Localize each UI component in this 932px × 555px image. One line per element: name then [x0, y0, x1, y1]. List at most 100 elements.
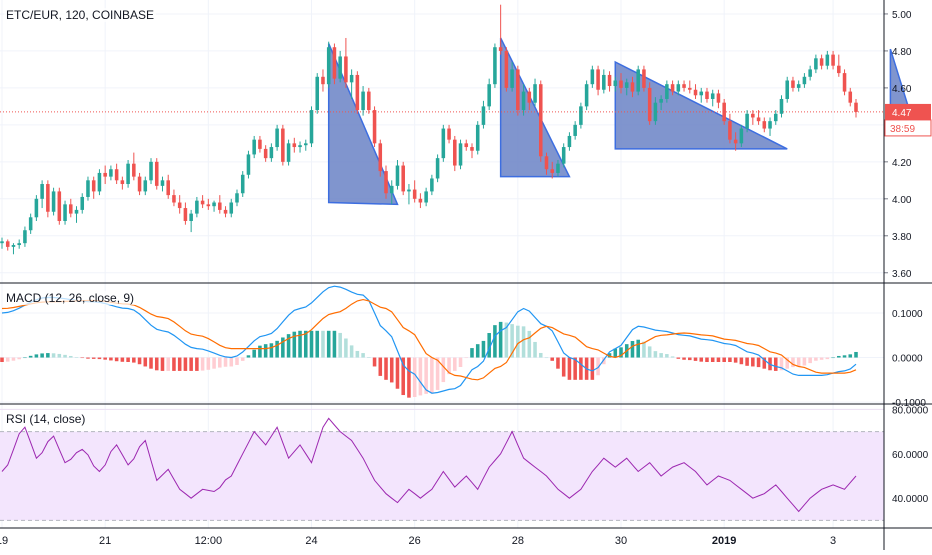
- candle-body: [418, 198, 423, 203]
- macd-histogram-bar: [309, 330, 314, 358]
- macd-histogram-bar: [854, 351, 858, 358]
- candle: [825, 50, 830, 70]
- rsi-band-layer: [0, 431, 884, 521]
- candle: [705, 87, 709, 103]
- candle: [516, 65, 520, 116]
- candle-body: [361, 91, 365, 111]
- candle: [349, 69, 354, 99]
- candle-body: [773, 113, 778, 122]
- macd-histogram-bar: [11, 357, 16, 361]
- macd-histogram-bar: [86, 357, 90, 359]
- macd-histogram-bar: [281, 337, 285, 358]
- candle: [120, 176, 125, 190]
- candle-body: [286, 143, 291, 162]
- candle: [132, 152, 136, 181]
- candle: [103, 165, 107, 185]
- macd-histogram-bar: [46, 353, 50, 358]
- candle: [34, 195, 39, 221]
- candle: [659, 95, 663, 111]
- candle: [739, 124, 744, 148]
- candle: [728, 113, 732, 144]
- candle: [716, 89, 721, 109]
- macd-histogram-bar: [412, 357, 417, 397]
- candle: [326, 41, 331, 88]
- candle: [309, 106, 314, 148]
- candle-body: [63, 204, 67, 221]
- macd-histogram-bar: [825, 357, 830, 360]
- macd-histogram-bar: [120, 357, 125, 362]
- rsi-band-fill: [0, 431, 884, 521]
- candle-body: [154, 161, 159, 186]
- macd-signal-line: [1, 298, 857, 381]
- candle-body: [57, 191, 62, 221]
- candle-body: [825, 54, 830, 66]
- macd-histogram-bar: [802, 357, 807, 366]
- rsi-axis-tick-label: 60.0000: [892, 450, 929, 461]
- candle-body: [246, 154, 251, 175]
- candle-body: [269, 147, 274, 159]
- candle-body: [665, 84, 669, 99]
- macd-histogram-bar: [579, 357, 583, 380]
- candle: [143, 176, 148, 196]
- candle-body: [172, 195, 176, 203]
- candle-body: [218, 202, 222, 210]
- indicator-lines: [1, 285, 857, 513]
- macd-histogram-bar: [441, 357, 446, 383]
- candle-body: [28, 217, 33, 231]
- macd-histogram-bar: [756, 357, 761, 368]
- candle: [367, 87, 371, 114]
- candle-body: [739, 128, 744, 144]
- candle: [607, 71, 612, 92]
- macd-axis-tick-label: 0.1000: [892, 309, 923, 320]
- candle: [556, 159, 560, 177]
- candle: [412, 180, 417, 203]
- candle-body: [630, 82, 635, 92]
- macd-histogram-bar: [791, 357, 795, 368]
- candle-body: [682, 84, 686, 88]
- macd-histogram-bar: [80, 357, 85, 359]
- candle: [430, 174, 434, 196]
- candle: [418, 193, 423, 209]
- candle-body: [464, 143, 469, 148]
- macd-histogram-bar: [819, 357, 824, 360]
- candle: [756, 110, 761, 125]
- macd-histogram-bar: [705, 357, 709, 362]
- macd-histogram-bar: [458, 357, 463, 367]
- candle-body: [344, 56, 348, 83]
- candle: [493, 43, 497, 88]
- macd-histogram-bar: [785, 357, 789, 369]
- candle-body: [728, 121, 732, 140]
- candle-body: [527, 91, 532, 103]
- candle: [613, 76, 618, 92]
- macd-histogram-bar: [407, 357, 411, 398]
- macd-histogram-bar: [842, 355, 847, 358]
- candle: [172, 189, 176, 207]
- macd-histogram-bar: [762, 357, 767, 369]
- candle: [332, 43, 337, 85]
- macd-histogram-bar: [252, 349, 256, 358]
- macd-histogram-bar: [332, 330, 337, 358]
- rsi-axis-tick-label: 40.0000: [892, 494, 929, 505]
- candle: [17, 239, 21, 249]
- time-axis-label-28: 28: [512, 535, 524, 547]
- rsi-pane-title: RSI (14, close): [4, 412, 88, 426]
- candle-body: [229, 202, 234, 214]
- candle-body: [762, 121, 767, 129]
- macd-histogram-bar: [23, 357, 27, 359]
- candle: [814, 54, 818, 74]
- candle: [733, 132, 738, 151]
- candle: [109, 165, 113, 181]
- macd-histogram-bar: [848, 354, 853, 358]
- macd-histogram-bar: [63, 354, 67, 358]
- candle-body: [498, 47, 503, 51]
- candle: [464, 139, 469, 151]
- candle-body: [705, 91, 709, 99]
- candle-body: [303, 143, 308, 146]
- macd-histogram-bar: [573, 357, 577, 380]
- candle-body: [647, 87, 652, 122]
- triangle-pattern-2: [499, 37, 571, 178]
- candle: [246, 150, 251, 179]
- candle: [91, 176, 96, 199]
